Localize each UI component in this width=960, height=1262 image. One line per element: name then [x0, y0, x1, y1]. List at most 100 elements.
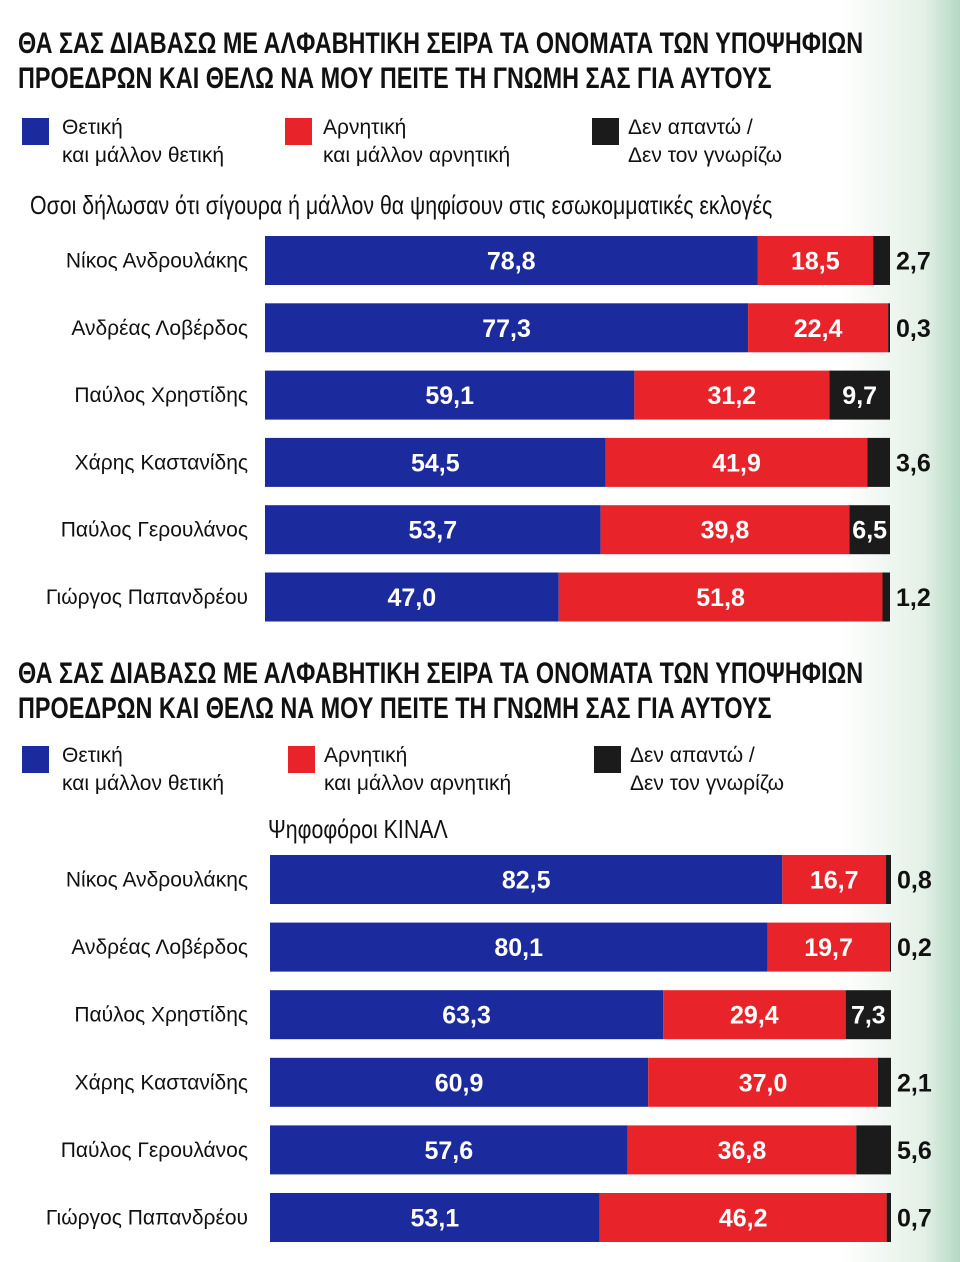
chart-2-row-2-noanswer-value: 0,2 [897, 934, 932, 962]
chart-2-row-3-category-label: Παύλος Χρηστίδης [74, 1004, 248, 1027]
chart-1-row-6-positive-bar [265, 572, 559, 622]
chart-1-row-3-noanswer-bar [829, 370, 890, 420]
chart-2-row-2-negative-bar [767, 922, 890, 972]
chart-1-row-3-positive-bar [265, 370, 635, 420]
legend-2-negative-swatch [288, 746, 315, 773]
chart-1-row-4-noanswer-bar [867, 437, 890, 487]
chart-1-row-3-positive-value: 59,1 [425, 382, 474, 410]
chart-2-row-3-noanswer-bar [845, 990, 891, 1040]
chart-2-row-5-noanswer-value: 5,6 [897, 1137, 932, 1165]
chart-1-row-2-positive-bar [265, 303, 749, 353]
chart-panel-1: ΘΑ ΣΑΣ ΔΙΑΒΑΣΩ ΜΕ ΑΛΦΑΒΗΤΙΚΗ ΣΕΙΡΑ ΤΑ ΟΝ… [0, 0, 960, 630]
chart-1-title-line-2: ΠΡΟΕΔΡΩΝ ΚΑΙ ΘΕΛΩ ΝΑ ΜΟΥ ΠΕΙΤΕ ΤΗ ΓΝΩΜΗ … [18, 62, 772, 95]
legend-1-negative-sublabel: και μάλλον αρνητική [323, 144, 511, 167]
chart-1-row-3-noanswer-value: 9,7 [842, 382, 877, 410]
chart-1-row-6-noanswer-bar [882, 572, 890, 622]
chart-2-subtitle: Ψηφοφόροι ΚΙΝΑΛ [268, 814, 448, 844]
chart-2-row-1-positive-value: 82,5 [502, 867, 551, 895]
chart-1-row-6-negative-value: 51,8 [696, 584, 745, 612]
chart-1-row-2-noanswer-value: 0,3 [896, 315, 931, 343]
chart-panel-2: ΘΑ ΣΑΣ ΔΙΑΒΑΣΩ ΜΕ ΑΛΦΑΒΗΤΙΚΗ ΣΕΙΡΑ ΤΑ ΟΝ… [0, 630, 960, 1262]
chart-2-title-line-2: ΠΡΟΕΔΡΩΝ ΚΑΙ ΘΕΛΩ ΝΑ ΜΟΥ ΠΕΙΤΕ ΤΗ ΓΝΩΜΗ … [18, 692, 772, 725]
legend-2-positive-label: Θετική [62, 744, 123, 767]
chart-2-row-6-noanswer-value: 0,7 [897, 1205, 932, 1233]
chart-2-row-4-category-label: Χάρης Καστανίδης [75, 1071, 248, 1094]
chart-2-row-4-noanswer-value: 2,1 [897, 1069, 932, 1097]
chart-2-row-4-negative-bar [648, 1057, 878, 1107]
chart-1-row-4-negative-bar [605, 437, 868, 487]
chart-1-row-3-negative-bar [634, 370, 830, 420]
chart-1-subtitle: Οσοι δήλωσαν ότι σίγουρα ή μάλλον θα ψηφ… [30, 190, 773, 220]
chart-2-row-6-positive-value: 53,1 [411, 1205, 460, 1233]
chart-2-row-1-category-label: Νίκος Ανδρουλάκης [66, 869, 248, 892]
chart-2-row-5-positive-bar [270, 1125, 628, 1175]
chart-1-row-6-negative-bar [558, 572, 883, 622]
chart-2-row-3-positive-value: 63,3 [442, 1002, 491, 1030]
chart-2-row-5-positive-value: 57,6 [425, 1137, 474, 1165]
chart-2-row-4-positive-bar [270, 1057, 649, 1107]
chart-1-row-5-negative-bar [600, 505, 850, 555]
chart-1-row-5-positive-value: 53,7 [408, 517, 457, 545]
chart-1-row-2-category-label: Ανδρέας Λοβέρδος [71, 317, 248, 340]
legend-2-positive-sublabel: και μάλλον θετική [62, 772, 225, 795]
chart-2-row-1-negative-bar [782, 855, 887, 904]
chart-1-row-3-category-label: Παύλος Χρηστίδης [74, 384, 248, 407]
chart-2-row-6-category-label: Γιώργος Παπανδρέου [46, 1207, 248, 1230]
chart-1-row-5-negative-value: 39,8 [701, 517, 750, 545]
chart-1-row-1-noanswer-value: 2,7 [896, 248, 931, 276]
chart-2-title: ΘΑ ΣΑΣ ΔΙΑΒΑΣΩ ΜΕ ΑΛΦΑΒΗΤΙΚΗ ΣΕΙΡΑ ΤΑ ΟΝ… [18, 656, 863, 726]
chart-2-row-5-negative-bar [627, 1125, 857, 1175]
chart-1-row-1-noanswer-bar [873, 236, 890, 285]
chart-2-row-6-noanswer-bar [886, 1193, 891, 1242]
chart-2-row-5-noanswer-bar [856, 1125, 891, 1175]
chart-2-row-2-category-label: Ανδρέας Λοβέρδος [71, 936, 248, 959]
chart-1-row-1-positive-value: 78,8 [487, 248, 536, 276]
chart-2-row-3-positive-bar [270, 990, 664, 1040]
chart-2-bars: Νίκος Ανδρουλάκης 82,5 16,7 0,8 Ανδρέας Λοβέ… [46, 855, 932, 1242]
chart-1-title-line-1: ΘΑ ΣΑΣ ΔΙΑΒΑΣΩ ΜΕ ΑΛΦΑΒΗΤΙΚΗ ΣΕΙΡΑ ΤΑ ΟΝ… [18, 27, 864, 60]
chart-2-row-1-noanswer-bar [886, 855, 891, 904]
legend-1-positive-label: Θετική [62, 116, 123, 139]
chart-1-row-5-noanswer-value: 6,5 [852, 517, 887, 545]
legend-2-negative-label: Αρνητική [324, 744, 408, 767]
chart-1-row-1-category-label: Νίκος Ανδρουλάκης [66, 250, 248, 273]
chart-1-row-5-category-label: Παύλος Γερουλάνος [61, 519, 248, 542]
chart-2-row-4-positive-value: 60,9 [435, 1069, 484, 1097]
legend-1-noanswer-sublabel: Δεν τον γνωρίζω [628, 144, 782, 167]
chart-1-row-5-positive-bar [265, 505, 601, 555]
chart-1-row-4-negative-value: 41,9 [712, 449, 761, 477]
chart-2-row-3-negative-bar [663, 990, 846, 1040]
chart-2-row-6-positive-bar [270, 1193, 600, 1242]
chart-1-row-6-category-label: Γιώργος Παπανδρέου [46, 586, 248, 609]
chart-2-row-1-negative-value: 16,7 [810, 867, 859, 895]
chart-1-row-6-positive-value: 47,0 [388, 584, 437, 612]
chart-2-row-4-negative-value: 37,0 [739, 1069, 788, 1097]
chart-2-row-2-negative-value: 19,7 [804, 934, 853, 962]
chart-2-row-4-noanswer-bar [877, 1057, 891, 1107]
chart-2-row-2-noanswer-bar [889, 922, 891, 972]
chart-2-row-2-positive-bar [270, 922, 768, 972]
chart-2-row-5-category-label: Παύλος Γερουλάνος [61, 1139, 248, 1162]
legend-1-noanswer-label: Δεν απαντώ / [628, 116, 753, 139]
chart-1-row-6-noanswer-value: 1,2 [896, 584, 931, 612]
chart-1-row-4-category-label: Χάρης Καστανίδης [75, 451, 248, 474]
legend-1-positive-swatch [22, 118, 49, 145]
chart-2-row-6-negative-value: 46,2 [719, 1205, 768, 1233]
chart-1-row-2-positive-value: 77,3 [482, 315, 531, 343]
legend-2-positive-swatch [22, 746, 49, 773]
legend-1-negative-swatch [285, 118, 312, 145]
legend-2-noanswer-label: Δεν απαντώ / [630, 744, 755, 767]
chart-2-row-3-negative-value: 29,4 [730, 1002, 779, 1030]
chart-2-row-1-positive-bar [270, 855, 783, 904]
chart-1-title: ΘΑ ΣΑΣ ΔΙΑΒΑΣΩ ΜΕ ΑΛΦΑΒΗΤΙΚΗ ΣΕΙΡΑ ΤΑ ΟΝ… [18, 26, 864, 96]
legend-2-noanswer-swatch [594, 746, 621, 773]
chart-2-row-2-positive-value: 80,1 [494, 934, 543, 962]
chart-1-row-2-negative-bar [748, 303, 889, 353]
chart-1-row-2-negative-value: 22,4 [794, 315, 843, 343]
chart-1-row-1-positive-bar [265, 236, 758, 285]
chart-1-row-4-positive-value: 54,5 [411, 449, 460, 477]
chart-1-row-1-negative-value: 18,5 [791, 248, 840, 276]
chart-2-row-5-negative-value: 36,8 [718, 1137, 767, 1165]
chart-2-row-3-noanswer-value: 7,3 [851, 1002, 886, 1030]
chart-1-row-3-negative-value: 31,2 [708, 382, 757, 410]
